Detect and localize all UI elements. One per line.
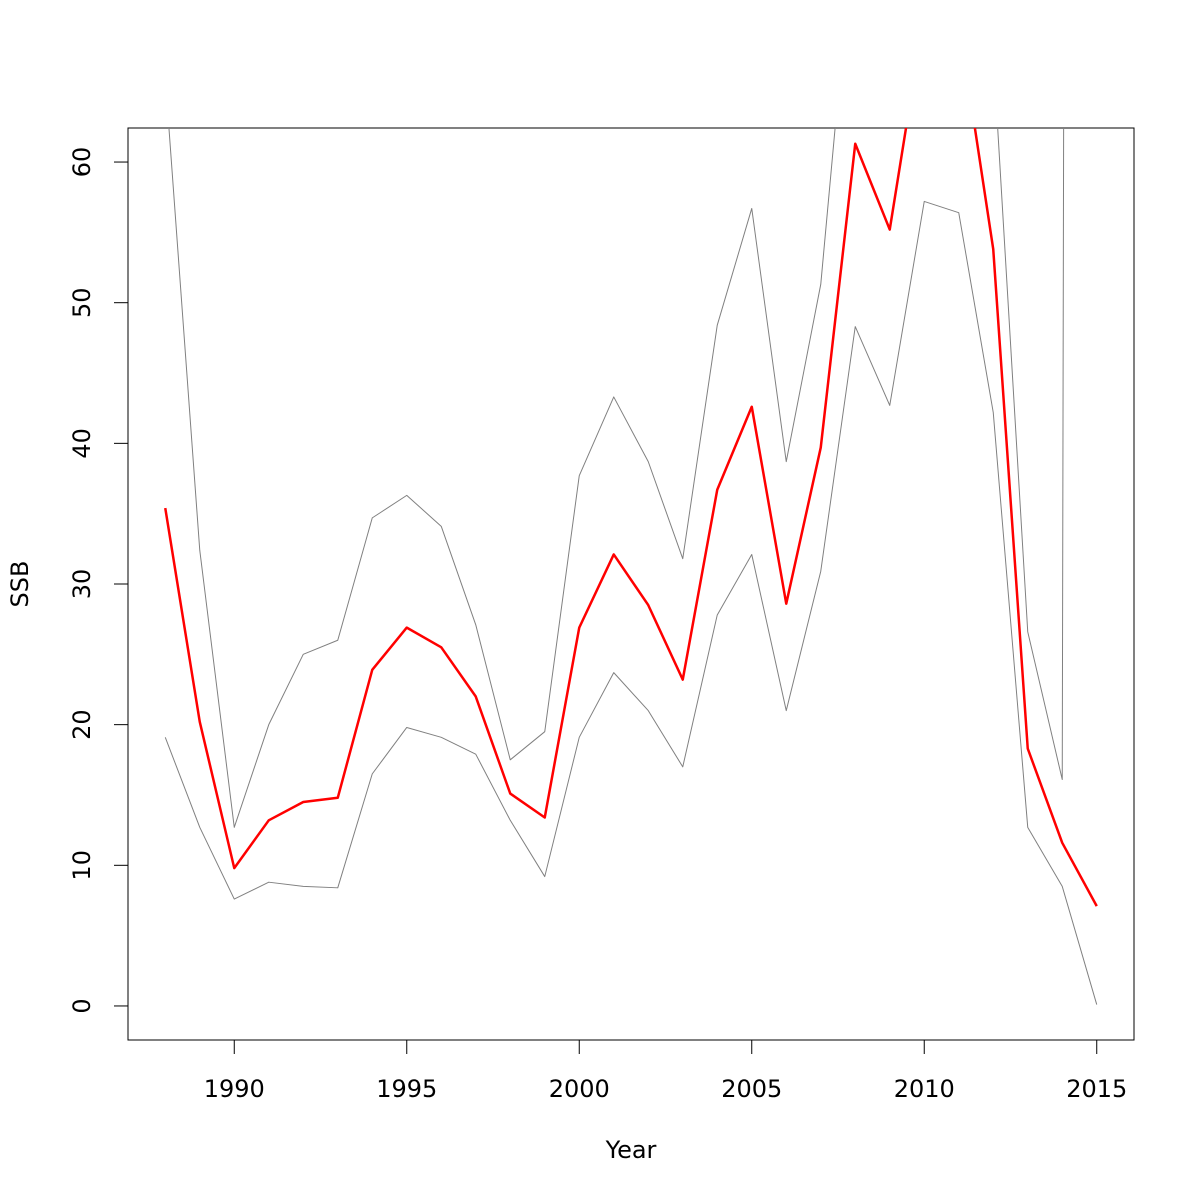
y-tick-label: 10 <box>68 850 96 881</box>
y-tick-label: 30 <box>68 569 96 600</box>
series-line <box>164 200 1098 1005</box>
x-axis-title: Year <box>605 1136 657 1164</box>
y-tick-label: 0 <box>68 998 96 1013</box>
y-axis-title: SSB <box>6 561 34 608</box>
x-tick-label: 2005 <box>721 1075 782 1103</box>
x-tick-label: 1995 <box>376 1075 437 1103</box>
x-tick-label: 2000 <box>549 1075 610 1103</box>
y-tick-label: 60 <box>68 147 96 178</box>
x-tick-label: 1990 <box>204 1075 265 1103</box>
y-tick-label: 20 <box>68 709 96 740</box>
lines <box>164 128 1098 1005</box>
series-line <box>164 128 1098 907</box>
y-tick-label: 40 <box>68 428 96 459</box>
series-line <box>168 128 1065 828</box>
x-tick-label: 2010 <box>894 1075 955 1103</box>
y-tick-label: 50 <box>68 287 96 318</box>
plot-box <box>127 127 1135 1041</box>
x-tick-label: 2015 <box>1066 1075 1127 1103</box>
